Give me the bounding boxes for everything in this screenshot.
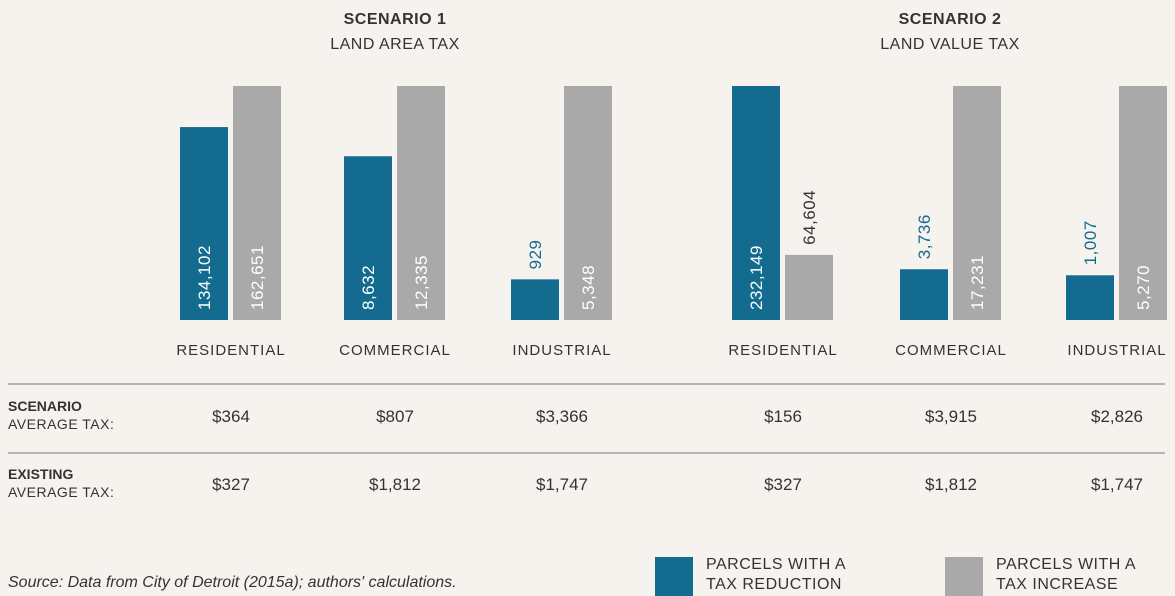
source-note: Source: Data from City of Detroit (2015a…: [8, 574, 457, 591]
value-label: 929: [526, 239, 545, 269]
row-label: AVERAGE TAX:: [8, 416, 114, 432]
table-value: $807: [376, 407, 414, 426]
table-value: $1,747: [536, 475, 588, 494]
value-label: 5,270: [1134, 265, 1153, 310]
row-label: AVERAGE TAX:: [8, 484, 114, 500]
table-value: $1,812: [369, 475, 421, 494]
value-label: 134,102: [195, 245, 214, 310]
bar: [180, 127, 228, 321]
table-value: $1,812: [925, 475, 977, 494]
row-title: SCENARIO: [8, 398, 82, 414]
value-label: 5,348: [579, 265, 598, 310]
table-value: $327: [764, 475, 802, 494]
legend-swatch: [655, 557, 693, 596]
table-value: $1,747: [1091, 475, 1143, 494]
chart-subtitle: LAND VALUE TAX: [880, 36, 1020, 53]
table-value: $327: [212, 475, 250, 494]
value-label: 1,007: [1081, 220, 1100, 265]
value-label: 162,651: [248, 245, 267, 310]
value-label: 17,231: [968, 255, 987, 310]
bar: [1066, 275, 1114, 320]
bar: [900, 269, 948, 320]
value-label: 8,632: [359, 265, 378, 310]
value-label: 12,335: [412, 255, 431, 310]
bar: [397, 86, 445, 320]
table-value: $3,366: [536, 407, 588, 426]
legend-label: PARCELS WITH A TAX REDUCTION: [706, 556, 846, 593]
chart-title: SCENARIO 1: [344, 11, 447, 28]
table-value: $3,915: [925, 407, 977, 426]
bar: [233, 86, 281, 320]
x-tick-label: RESIDENTIAL: [728, 342, 837, 359]
legend-swatch: [945, 557, 983, 596]
x-tick-label: RESIDENTIAL: [176, 342, 285, 359]
row-title: EXISTING: [8, 466, 73, 482]
legend-label: PARCELS WITH A TAX INCREASE: [996, 556, 1136, 593]
table-value: $364: [212, 407, 250, 426]
x-tick-label: COMMERCIAL: [895, 342, 1007, 359]
chart-title: SCENARIO 2: [899, 11, 1002, 28]
value-label: 232,149: [747, 245, 766, 310]
x-tick-label: COMMERCIAL: [339, 342, 451, 359]
table-value: $156: [764, 407, 802, 426]
table-value: $2,826: [1091, 407, 1143, 426]
x-tick-label: INDUSTRIAL: [1067, 342, 1166, 359]
bar: [344, 156, 392, 320]
value-label: 64,604: [800, 190, 819, 245]
chart-subtitle: LAND AREA TAX: [330, 36, 460, 53]
bar: [564, 86, 612, 320]
bar: [511, 279, 559, 320]
x-tick-label: INDUSTRIAL: [512, 342, 611, 359]
value-label: 3,736: [915, 214, 934, 259]
bar: [785, 254, 833, 320]
bar: [953, 86, 1001, 320]
bar: [732, 86, 780, 320]
bar: [1119, 86, 1167, 320]
